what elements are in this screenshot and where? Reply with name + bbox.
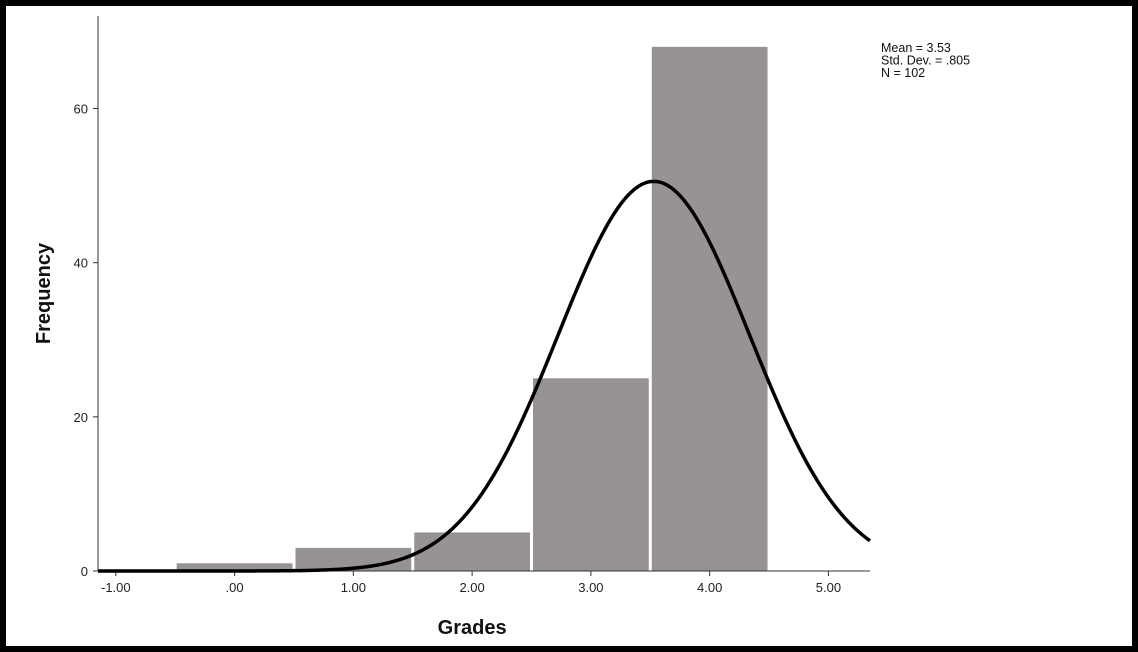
histogram-bar bbox=[651, 46, 768, 572]
x-tick-label: .00 bbox=[226, 580, 244, 595]
stats-line: N = 102 bbox=[881, 66, 925, 80]
y-axis-title: Frequency bbox=[33, 242, 55, 344]
histogram-bar bbox=[414, 532, 531, 571]
stats-line: Std. Dev. = .805 bbox=[881, 54, 970, 68]
normal-curve-line bbox=[98, 179, 872, 573]
x-tick-label: -1.00 bbox=[101, 580, 131, 595]
y-tick-label: 40 bbox=[74, 256, 88, 271]
histogram-bar bbox=[533, 378, 649, 571]
x-tick-label: 2.00 bbox=[459, 580, 484, 595]
histogram-chart: -1.00 .00 1.00 2.00 3.00 4.00 5.00 0 20 40 60 Grade… bbox=[33, 16, 970, 639]
x-tick-label: 1.00 bbox=[341, 580, 366, 595]
y-tick-label: 0 bbox=[81, 564, 88, 579]
x-tick-label: 3.00 bbox=[578, 580, 603, 595]
histogram-bar bbox=[176, 563, 293, 571]
x-axis-title: Grades bbox=[438, 617, 507, 639]
y-tick-label: 60 bbox=[74, 102, 88, 117]
y-tick-label: 20 bbox=[74, 410, 88, 425]
x-tick-label: 5.00 bbox=[816, 580, 841, 595]
stats-line: Mean = 3.53 bbox=[881, 41, 951, 55]
x-tick-label: 4.00 bbox=[697, 580, 722, 595]
